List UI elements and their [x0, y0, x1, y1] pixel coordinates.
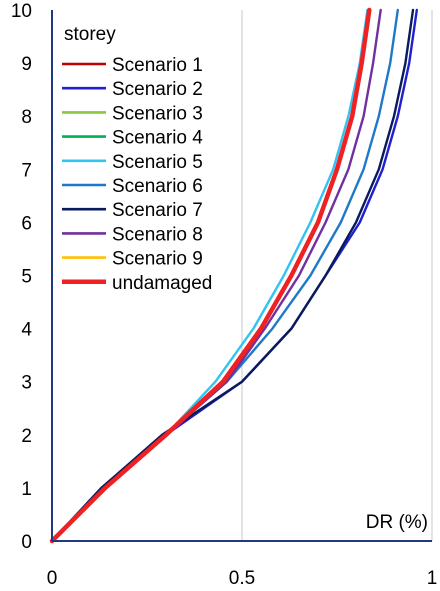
legend-item-label: Scenario 4 [112, 128, 203, 149]
legend-item-label: undamaged [112, 273, 212, 294]
y-tick-label: 1 [21, 479, 32, 500]
series-line-8 [50, 8, 382, 543]
x-tick-label: 1 [427, 568, 438, 589]
y-tick-label: 3 [21, 373, 32, 394]
y-tick-label: 8 [21, 107, 32, 128]
legend: storey Scenario 1 Scenario 2 Scenario 3 Sce… [62, 24, 212, 294]
legend-item-label: Scenario 7 [112, 200, 203, 221]
legend-item-label: Scenario 9 [112, 249, 203, 270]
y-tick-label: 2 [21, 426, 32, 447]
x-axis-label: DR (%) [366, 512, 428, 533]
legend-item-label: Scenario 5 [112, 152, 203, 173]
plot-area: 0 1 2 3 4 5 6 7 8 9 10 0 0.5 1 DR (%) [11, 1, 437, 589]
legend-item-label: Scenario 6 [112, 176, 203, 197]
legend-item-label: Scenario 8 [112, 224, 203, 245]
series-lines [49, 7, 418, 544]
series-line-7 [50, 8, 415, 543]
y-tick-label: 5 [21, 267, 32, 288]
y-tick-label: 4 [21, 320, 32, 341]
series-line-10 [49, 7, 372, 544]
x-tick-label: 0.5 [229, 568, 255, 589]
series-line-2 [50, 8, 418, 543]
y-tick-label: 9 [21, 54, 32, 75]
legend-item-label: Scenario 2 [112, 79, 203, 100]
x-tick-label: 0 [47, 568, 58, 589]
y-tick-label: 6 [21, 213, 32, 234]
y-tick-label: 7 [21, 160, 32, 181]
gridlines [241, 10, 433, 541]
legend-item-label: Scenario 1 [112, 55, 203, 76]
series-line-6 [50, 8, 399, 543]
y-tick-label: 10 [11, 1, 32, 22]
y-tick-label: 0 [21, 532, 32, 553]
legend-item-label: Scenario 3 [112, 103, 203, 124]
legend-title: storey [64, 24, 116, 45]
tick-labels: 0 1 2 3 4 5 6 7 8 9 10 0 0.5 1 [11, 1, 437, 589]
